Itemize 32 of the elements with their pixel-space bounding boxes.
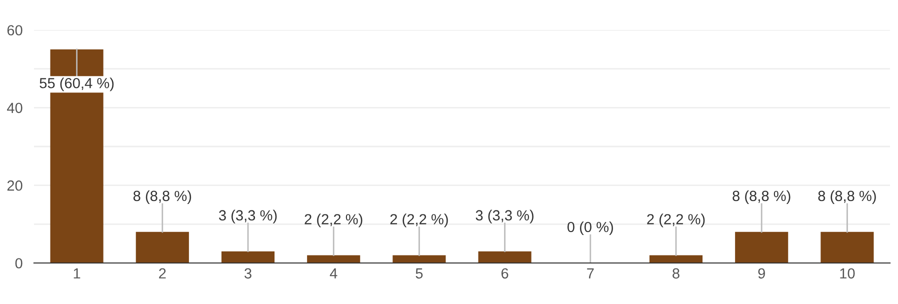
data-label: 3 (3,3 %) bbox=[476, 210, 534, 224]
x-tick-label: 2 bbox=[159, 268, 166, 278]
x-tick-label: 3 bbox=[244, 268, 252, 279]
bar bbox=[221, 251, 275, 263]
x-tick-label: 8 bbox=[672, 268, 680, 279]
bar bbox=[735, 232, 788, 263]
data-label: 55 (60,4 %) bbox=[40, 78, 114, 92]
y-tick-label: 20 bbox=[7, 180, 22, 191]
x-tick-label: 1 bbox=[74, 268, 80, 278]
x-tick-label: 5 bbox=[416, 268, 423, 279]
data-label: 2 (2,2 %) bbox=[304, 214, 362, 228]
y-tick-label: 40 bbox=[7, 102, 22, 114]
data-label: 2 (2,2 %) bbox=[390, 214, 448, 228]
x-tick-label: 7 bbox=[587, 268, 594, 278]
data-label: 2 (2,2 %) bbox=[647, 214, 705, 228]
bar bbox=[136, 232, 189, 263]
bar bbox=[478, 251, 532, 263]
data-label: 8 (8,8 %) bbox=[133, 190, 192, 204]
bar bbox=[820, 232, 874, 263]
x-tick-label: 4 bbox=[330, 268, 338, 278]
x-tick-label: 9 bbox=[758, 268, 765, 279]
y-tick-label: 0 bbox=[15, 258, 22, 268]
data-label: 8 (8,8 %) bbox=[732, 190, 790, 204]
bar bbox=[649, 255, 703, 263]
data-label: 0 (0 %) bbox=[567, 221, 613, 236]
bar bbox=[392, 255, 446, 263]
x-tick-label: 10 bbox=[840, 268, 855, 279]
data-label: 3 (3,3 %) bbox=[218, 210, 277, 224]
x-tick-label: 6 bbox=[501, 268, 508, 279]
y-tick-label: 60 bbox=[7, 25, 22, 36]
bar bbox=[307, 255, 360, 263]
data-label: 8 (8,8 %) bbox=[818, 190, 876, 204]
